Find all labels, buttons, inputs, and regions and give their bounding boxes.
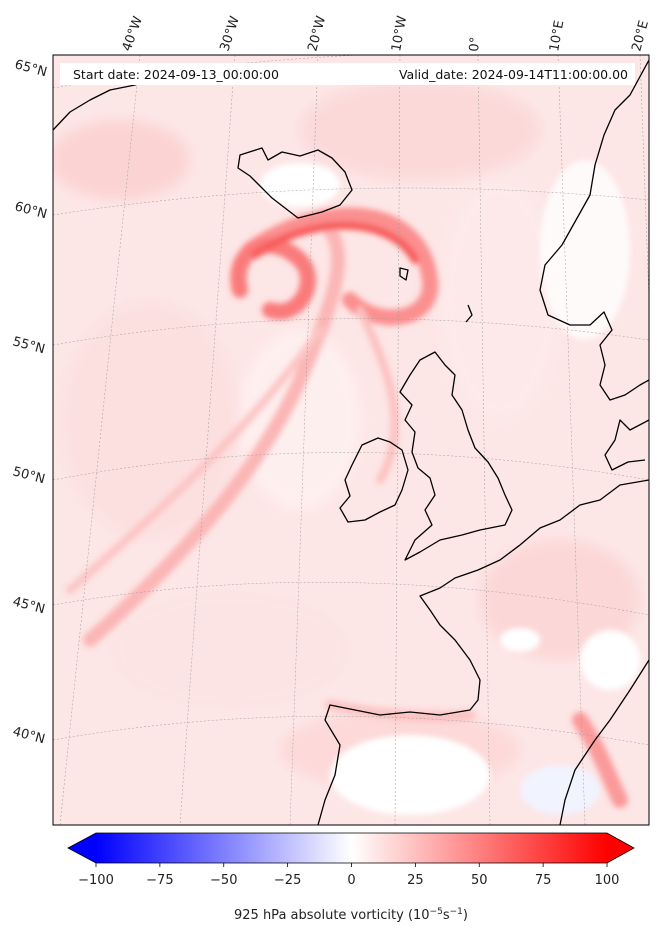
colorbar-tick-label: −25 [274, 873, 301, 888]
map-frame [52, 54, 650, 826]
colorbar-extend-min [68, 833, 96, 863]
longitude-labels: 40°W 30°W 20°W 10°W 0° 10°E 20°E [120, 14, 652, 53]
colorbar-tick-label: −75 [146, 873, 173, 888]
latitude-labels: 65°N 60°N 55°N 50°N 45°N 40°N [11, 57, 49, 747]
start-date-label: Start date: 2024-09-13_00:00:00 [73, 67, 279, 82]
colorbar-tick-label: 100 [595, 873, 620, 888]
colorbar-tick-label: −50 [210, 873, 237, 888]
great-britain-coast [399, 351, 513, 561]
continental-europe-coast [317, 479, 649, 825]
lon-label-40w: 40°W [120, 14, 146, 53]
lon-label-10w: 10°W [389, 15, 410, 53]
colorbar-gradient [96, 833, 607, 863]
lat-label-55n: 55°N [11, 334, 47, 357]
lat-label-45n: 45°N [11, 594, 47, 617]
colorbar-tick-label: 0 [347, 873, 355, 888]
colorbar-tick-label: 75 [535, 873, 552, 888]
vorticity-field [53, 55, 649, 825]
colorbar-extend-max [607, 833, 634, 863]
lon-label-10e: 10°E [547, 19, 567, 52]
lat-label-65n: 65°N [13, 57, 49, 80]
scandinavia-coast [539, 59, 649, 401]
colorbar: −100 −75 −50 −25 0 25 50 75 100 925 hPa absolute… [67, 832, 635, 923]
colorbar-tick-label: −100 [78, 873, 114, 888]
header-box [60, 63, 635, 85]
lon-label-30w: 30°W [218, 14, 243, 53]
colorbar-tick-label: 50 [471, 873, 488, 888]
iceland-coast [237, 147, 353, 219]
lat-label-60n: 60°N [13, 199, 49, 222]
lon-label-20e: 20°E [629, 19, 652, 53]
valid-date-label: Valid_date: 2024-09-14T11:00:00.00 [399, 67, 628, 82]
lat-label-50n: 50°N [11, 464, 47, 487]
ireland-coast [339, 437, 409, 523]
colorbar-label: 925 hPa absolute vorticity (10−5s−1) [234, 907, 468, 923]
lat-label-40n: 40°N [11, 724, 47, 747]
lon-label-20w: 20°W [305, 14, 329, 53]
coastlines [53, 59, 649, 825]
colorbar-tick-label: 25 [407, 873, 424, 888]
lon-label-0: 0° [467, 36, 483, 52]
